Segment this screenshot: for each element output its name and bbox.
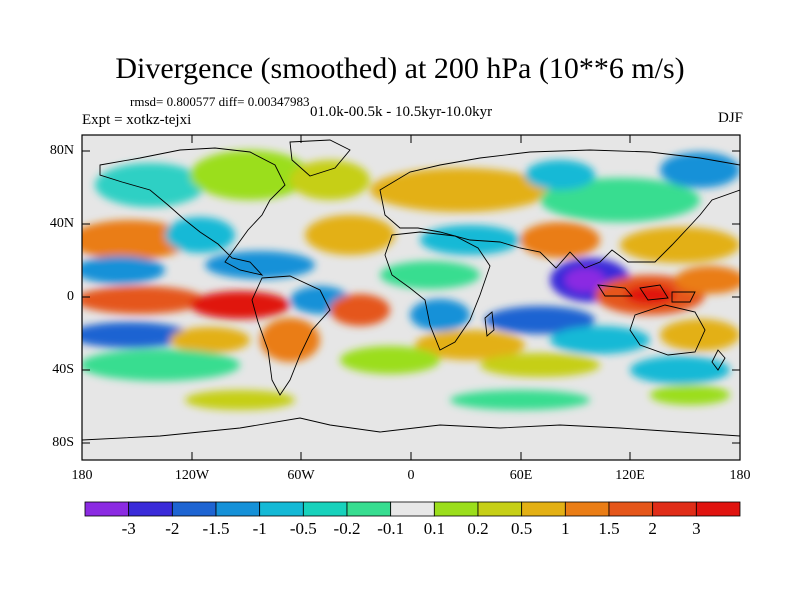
x-tick-label: 60W xyxy=(287,468,315,483)
field-patch xyxy=(190,291,290,319)
coastline-indonesia xyxy=(597,284,696,303)
coastline-australia xyxy=(629,304,706,356)
coastline-africa xyxy=(384,231,491,351)
colorbar-label: 2 xyxy=(648,519,657,538)
field-patch xyxy=(305,215,395,255)
colorbar xyxy=(84,501,741,517)
period-label: 01.0k-00.5k - 10.5kyr-10.0kyr xyxy=(310,104,493,120)
field-patch xyxy=(525,160,595,190)
coastline-eurasia xyxy=(379,149,740,269)
y-tick-label: 40S xyxy=(52,362,74,377)
colorbar-box xyxy=(521,501,566,517)
colorbar-box xyxy=(390,501,435,517)
field-patch xyxy=(410,299,470,331)
colorbar-label: -2 xyxy=(165,519,180,538)
coastline-south-america xyxy=(251,275,331,396)
y-tick-marks xyxy=(82,150,740,444)
colorbar-box xyxy=(128,501,173,517)
chart-title: Divergence (smoothed) at 200 hPa (10**6 … xyxy=(115,52,685,85)
coastlines xyxy=(82,139,740,441)
x-tick-label: 0 xyxy=(407,468,415,483)
field-patch xyxy=(630,356,730,384)
colorbar-box xyxy=(477,501,523,517)
field-patch xyxy=(565,268,605,292)
field-patch xyxy=(380,261,480,289)
field-patch xyxy=(550,326,650,354)
coastline-madagascar xyxy=(484,311,495,337)
field-patch xyxy=(675,266,740,294)
colorbar-box xyxy=(564,501,610,517)
colorbar-box xyxy=(171,501,217,517)
experiment-label: Expt = xotkz-tejxi xyxy=(82,112,192,128)
coastline-greenland xyxy=(289,139,351,177)
x-tick-label: 180 xyxy=(71,468,93,483)
colorbar-box xyxy=(84,501,130,517)
colorbar-label: -1 xyxy=(252,519,267,538)
colorbar-label: -1.5 xyxy=(202,519,230,538)
field-patch xyxy=(620,227,740,263)
x-tick-marks xyxy=(81,135,741,460)
field-patch xyxy=(190,150,310,200)
divergence-field xyxy=(82,139,740,441)
colorbar-label: 0.2 xyxy=(467,519,489,538)
coastline-north-america xyxy=(99,147,286,276)
y-tick-label: 80N xyxy=(49,143,74,158)
colorbar-label: 1.5 xyxy=(598,519,620,538)
field-patch xyxy=(520,222,600,258)
colorbar-label: 3 xyxy=(692,519,701,538)
field-patch xyxy=(170,327,250,353)
field-patch xyxy=(82,286,205,314)
field-patch xyxy=(165,217,235,253)
colorbar-box xyxy=(652,501,697,517)
stats-text: rmsd= 0.800577 diff= 0.00347983 xyxy=(130,94,310,109)
field-patch xyxy=(370,168,550,212)
colorbar-label: 0.5 xyxy=(511,519,533,538)
colorbar-box xyxy=(302,501,348,517)
x-tick-label: 120E xyxy=(615,468,645,483)
coastline-antarctica xyxy=(82,417,740,441)
field-patch xyxy=(660,319,740,351)
coastline-new-zealand xyxy=(711,349,726,371)
field-patch xyxy=(82,349,240,381)
field-patch xyxy=(290,160,370,200)
colorbar-label: 0.1 xyxy=(423,519,445,538)
field-patch xyxy=(650,385,730,405)
colorbar-box xyxy=(215,501,261,517)
field-patch xyxy=(340,346,440,374)
colorbar-label: -3 xyxy=(121,519,136,538)
field-patch xyxy=(485,306,595,334)
x-tick-label: 120W xyxy=(174,468,210,483)
colorbar-label: -0.2 xyxy=(333,519,361,538)
colorbar-box xyxy=(695,501,741,517)
y-tick-label: 0 xyxy=(67,289,74,304)
field-patch xyxy=(95,163,205,207)
field-patch xyxy=(540,178,700,222)
x-tick-label: 180 xyxy=(729,468,751,483)
field-patch xyxy=(330,294,390,326)
x-tick-label: 60E xyxy=(509,468,533,483)
field-patch xyxy=(82,220,190,260)
colorbar-box xyxy=(346,501,392,517)
season-label: DJF xyxy=(717,110,743,126)
colorbar-label: -0.1 xyxy=(377,519,405,538)
y-tick-label: 80S xyxy=(52,435,74,450)
colorbar-box xyxy=(433,501,479,517)
y-tick-label: 40N xyxy=(49,216,74,231)
field-patch xyxy=(82,322,190,348)
field-patch xyxy=(480,353,600,377)
colorbar-label: 1 xyxy=(561,519,570,538)
field-patch xyxy=(660,152,740,188)
colorbar-box xyxy=(608,501,654,517)
colorbar-box xyxy=(259,501,304,517)
field-patch xyxy=(625,285,675,305)
field-patch xyxy=(260,318,320,362)
field-patch xyxy=(82,256,165,284)
colorbar-label: -0.5 xyxy=(289,519,317,538)
field-patch xyxy=(185,390,295,410)
field-patch xyxy=(450,390,590,410)
field-patch xyxy=(415,330,525,360)
